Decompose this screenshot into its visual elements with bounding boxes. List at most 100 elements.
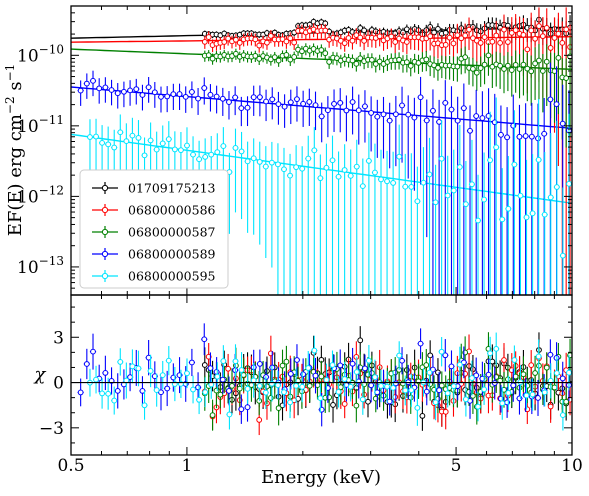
spectrum-point <box>396 124 403 295</box>
residual-point <box>240 358 247 392</box>
spectrum-point <box>347 149 354 295</box>
residual-point <box>117 348 124 376</box>
spectrum-point <box>462 46 469 74</box>
axis-ticks <box>70 5 573 455</box>
spectrum-point <box>376 54 383 71</box>
residual-point <box>408 373 415 407</box>
residual-point <box>559 361 566 396</box>
residual-point <box>432 384 439 421</box>
residual-point <box>159 360 166 390</box>
spectrum-point <box>423 51 430 72</box>
residual-point <box>368 368 375 403</box>
spectrum-point <box>209 53 216 65</box>
residual-point <box>444 379 451 408</box>
residual-point <box>89 333 97 370</box>
spectrum-point <box>361 90 369 143</box>
spectrum-point <box>468 139 475 295</box>
spectrum-point <box>392 95 399 167</box>
residual-point <box>220 345 227 377</box>
legend-label: 06800000587 <box>128 225 216 240</box>
spectrum-point <box>213 85 220 114</box>
bottom-panel-frame <box>70 294 573 456</box>
spectrum-point <box>201 77 208 105</box>
spectrum-point <box>238 131 245 220</box>
spectrum-point <box>334 52 340 66</box>
residual-point <box>232 344 239 379</box>
residual-point <box>402 375 409 406</box>
spectrum-point <box>238 96 245 127</box>
spectrum-point <box>353 139 360 295</box>
spectrum-point <box>232 86 239 116</box>
spectrum-point <box>420 147 427 295</box>
y-tick-label: −3 <box>39 419 64 439</box>
spectrum-point <box>353 57 360 72</box>
spectrum-point <box>454 23 461 54</box>
residual-point <box>450 368 457 405</box>
spectrum-point <box>528 102 535 295</box>
residual-point <box>335 376 342 408</box>
residual-point <box>551 371 558 404</box>
residual-point <box>157 374 165 411</box>
spectrum-point <box>477 56 484 87</box>
spectrum-point <box>454 96 461 295</box>
spectrum-point <box>365 132 372 295</box>
residual-point <box>93 365 100 394</box>
spectrum-point <box>485 43 492 76</box>
spectrum-point <box>417 76 424 185</box>
spectrum-point <box>117 114 124 180</box>
y-tick-label: 10−12 <box>17 183 64 207</box>
spectrum-point <box>127 80 134 106</box>
spectrum-point <box>408 153 415 295</box>
spectrum-point <box>232 128 239 213</box>
spectrum-point <box>318 24 325 39</box>
spectrum-point <box>225 91 233 120</box>
spectrum-point <box>489 54 496 89</box>
spectrum-point <box>493 97 500 295</box>
spectrum-point <box>280 147 288 295</box>
residual-point <box>238 352 245 388</box>
residual-point <box>520 356 527 393</box>
spectrum-point <box>287 153 294 295</box>
residual-point <box>414 389 421 426</box>
spectrum-point <box>256 85 263 117</box>
residual-point <box>165 346 172 376</box>
spectrum-point <box>120 81 128 108</box>
spectrum-point <box>435 58 441 81</box>
spectrum-point <box>411 97 418 191</box>
spectrum-point <box>330 89 338 132</box>
spectrum-point <box>553 120 560 295</box>
spectrum-point <box>481 152 488 295</box>
spectrum-point <box>529 154 536 295</box>
residual-point <box>505 375 512 410</box>
residual-point <box>417 328 424 359</box>
spectrum-point <box>450 149 457 295</box>
residual-point <box>262 376 269 409</box>
residual-point <box>147 354 154 388</box>
spectrum-point <box>318 102 325 143</box>
residual-point <box>217 380 224 409</box>
spectrum-point <box>139 84 146 111</box>
spectrum-point <box>456 125 463 295</box>
spectrum-point <box>388 28 395 48</box>
spectrum-point <box>262 89 270 122</box>
spectrum-point <box>324 96 331 138</box>
spectrum-point <box>357 30 364 47</box>
spectrum-points <box>77 7 572 295</box>
residual-point <box>287 386 294 419</box>
spectrum-point <box>256 53 263 66</box>
residual-point <box>153 373 160 407</box>
residual-point <box>365 344 372 377</box>
y-tick-label: 0 <box>53 374 64 394</box>
residual-point <box>429 355 437 384</box>
spectrum-point <box>407 58 414 77</box>
spectrum-point <box>520 49 527 96</box>
residual-point <box>250 363 257 398</box>
residual-point <box>371 359 378 395</box>
spectrum-point <box>517 139 524 295</box>
spectrum-point <box>335 151 342 295</box>
spectrum-point <box>466 17 472 51</box>
spectrum-point <box>275 91 282 125</box>
spectrum-point <box>501 14 507 61</box>
spectrum-point <box>460 83 467 295</box>
